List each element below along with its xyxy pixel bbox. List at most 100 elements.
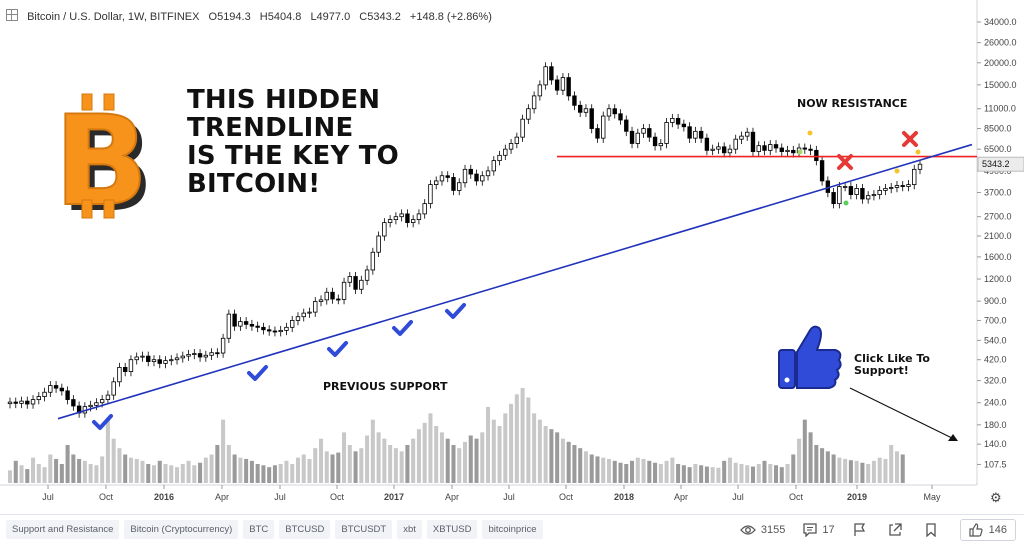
volume-bar xyxy=(537,419,542,483)
candle-down xyxy=(157,359,162,364)
volume-bar xyxy=(560,438,565,483)
volume-bar xyxy=(353,451,358,483)
volume-bar xyxy=(877,457,882,483)
candle-up xyxy=(871,194,877,197)
tag-list: Support and Resistance Bitcoin (Cryptocu… xyxy=(6,520,543,539)
candle-down xyxy=(255,325,260,328)
x-tick-label: Oct xyxy=(789,492,804,502)
settings-gear-icon[interactable]: ⚙ xyxy=(990,490,1002,505)
volume-bar xyxy=(215,445,220,483)
volume-bar xyxy=(290,464,295,483)
volume-bar xyxy=(267,467,272,483)
candle-down xyxy=(215,352,220,355)
share-button[interactable] xyxy=(888,523,907,537)
tag-item[interactable]: xbt xyxy=(397,520,422,539)
volume-bar xyxy=(186,460,191,483)
chart-area[interactable]: 107.5 140.0 180.0 240.0 320.0 420.0 540.0 700.0… xyxy=(0,0,1024,510)
x-tick-label: Jul xyxy=(274,492,286,502)
volume-bar xyxy=(457,448,462,483)
candle-up xyxy=(7,401,13,405)
flag-button[interactable] xyxy=(853,523,870,537)
volume-bar xyxy=(722,460,727,483)
x-tick-label: Apr xyxy=(674,492,688,502)
volume-bar xyxy=(670,457,675,483)
volume-bar xyxy=(13,460,18,483)
candle-up xyxy=(664,122,669,144)
volume-bar xyxy=(624,464,629,483)
tag-item[interactable]: BTCUSDT xyxy=(335,520,393,539)
candle-up xyxy=(295,316,301,321)
tag-item[interactable]: XBTUSD xyxy=(426,520,478,539)
candle-up xyxy=(889,187,894,189)
y-tick-label: 420.0 xyxy=(984,355,1007,365)
like-button[interactable]: 146 xyxy=(959,519,1016,541)
x-tick-label: Jul xyxy=(42,492,54,502)
comments-stat[interactable]: 17 xyxy=(803,523,835,537)
volume-bar xyxy=(77,458,82,483)
volume-bar xyxy=(439,432,444,483)
y-tick-label: 540.0 xyxy=(984,335,1007,345)
tag-item[interactable]: Support and Resistance xyxy=(6,520,120,539)
volume-bar xyxy=(255,464,260,483)
volume-bar xyxy=(733,462,738,483)
candle-up xyxy=(169,359,174,362)
volume-bar xyxy=(238,457,243,483)
candle-up xyxy=(370,251,376,271)
volume-bar xyxy=(883,458,888,483)
candle-up xyxy=(745,131,750,137)
signal-dot xyxy=(797,149,803,155)
price-chart[interactable]: 107.5 140.0 180.0 240.0 320.0 420.0 540.0 700.0… xyxy=(0,0,1024,510)
volume-bar xyxy=(866,464,871,483)
symbol-title[interactable]: Bitcoin / U.S. Dollar, 1W, BITFINEX xyxy=(27,11,200,23)
volume-bar xyxy=(88,464,93,483)
volume-bar xyxy=(595,456,600,483)
tag-item[interactable]: Bitcoin (Cryptocurrency) xyxy=(124,520,239,539)
candle-down xyxy=(549,66,554,81)
candle-up xyxy=(36,396,41,400)
volume-bar xyxy=(42,467,47,483)
candle-down xyxy=(652,136,658,147)
volume-bar xyxy=(342,432,347,483)
candle-down xyxy=(773,144,779,149)
volume-bar xyxy=(773,465,779,483)
volume-bar xyxy=(630,460,635,483)
volume-bar xyxy=(745,465,750,483)
volume-bar xyxy=(25,469,30,483)
tag-item[interactable]: BTCUSD xyxy=(279,520,331,539)
ohlc-high: H5404.8 xyxy=(259,11,302,23)
candle-up xyxy=(756,145,761,152)
volume-bar xyxy=(635,457,640,483)
headline-line: BITCOIN! xyxy=(187,169,321,199)
candle-up xyxy=(635,132,640,144)
volume-bar xyxy=(203,457,208,483)
x-tick-label: Apr xyxy=(215,492,229,502)
volume-bar xyxy=(111,438,116,483)
candle-down xyxy=(675,117,681,125)
layout-grid-icon[interactable] xyxy=(6,9,18,21)
volume-bar xyxy=(169,465,174,483)
thumbs-up-icon xyxy=(778,325,842,389)
candle-up xyxy=(209,352,214,356)
candle-up xyxy=(526,108,531,120)
volume-bar xyxy=(727,457,732,483)
candle-up xyxy=(313,301,318,313)
signal-dot xyxy=(915,149,921,155)
volume-bar xyxy=(284,460,289,483)
candle-down xyxy=(445,175,450,178)
volume-bar xyxy=(393,448,398,483)
candle-up xyxy=(301,312,306,318)
tag-item[interactable]: BTC xyxy=(243,520,275,539)
like-callout-line: Click Like To xyxy=(854,352,930,365)
candle-up xyxy=(19,400,24,404)
candle-up xyxy=(88,404,93,408)
volume-bar xyxy=(123,454,128,483)
volume-bar xyxy=(848,460,853,483)
tag-item[interactable]: bitcoinprice xyxy=(482,520,543,539)
x-tick-label: Oct xyxy=(99,492,114,502)
candle-up xyxy=(710,148,715,151)
bookmark-button[interactable] xyxy=(925,523,942,537)
checkmark-icon xyxy=(92,414,113,430)
candle-up xyxy=(531,95,537,110)
headline-line: IS THE KEY TO xyxy=(187,141,399,171)
volume-bar xyxy=(814,445,819,483)
